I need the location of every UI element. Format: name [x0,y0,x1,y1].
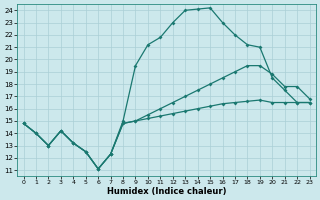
X-axis label: Humidex (Indice chaleur): Humidex (Indice chaleur) [107,187,226,196]
